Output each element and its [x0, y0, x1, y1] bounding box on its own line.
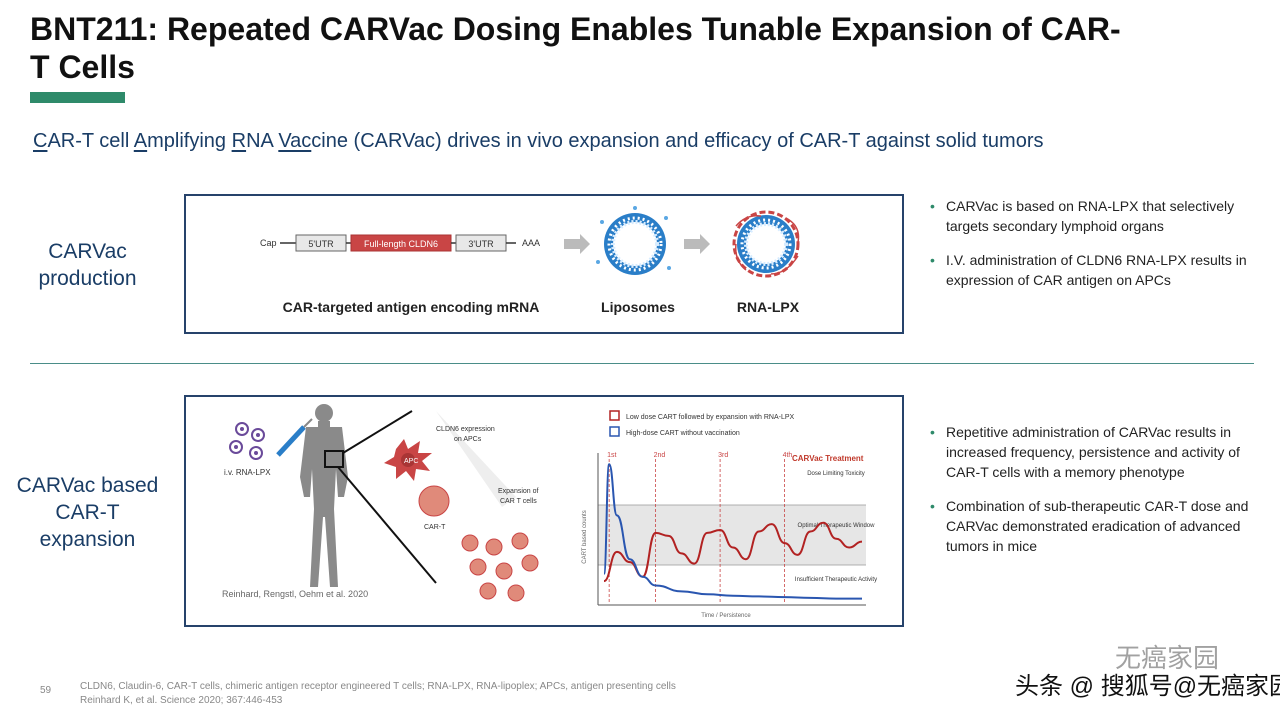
series-line-high-dose [603, 463, 862, 600]
series-line-low-dose [603, 521, 863, 583]
dose-marker-label: 3rd [718, 452, 728, 459]
zoom-line [342, 410, 413, 454]
cldn6-label-1: CLDN6 expression [436, 426, 495, 433]
caption-mrna: CAR-targeted antigen encoding mRNA [283, 299, 540, 315]
subtitle: CAR-T cell Amplifying RNA Vaccine (CARVa… [33, 130, 1043, 153]
mrna-cap-label: Cap [260, 238, 277, 248]
production-panel: Cap 5'UTR Full-length CLDN6 3'UTR AAA [184, 194, 904, 334]
iv-label: i.v. RNA-LPX [224, 468, 271, 477]
zoom-box [324, 450, 344, 468]
syringe-icon [276, 418, 313, 457]
production-diagram: Cap 5'UTR Full-length CLDN6 3'UTR AAA [260, 206, 800, 315]
caption-liposomes: Liposomes [601, 299, 675, 315]
legend-label-low-dose: Low dose CART followed by expansion with… [626, 414, 795, 421]
cart-label: CAR-T [424, 524, 446, 531]
subtitle-segment: NA [246, 130, 279, 152]
subtitle-segment: Vac [278, 130, 312, 152]
watermark: 无癌家园 头条 @ 搜狐号@无癌家园 [1015, 638, 1280, 708]
legend-swatch-low-dose [609, 410, 620, 421]
page-title: BNT211: Repeated CARVac Dosing Enables T… [30, 11, 1121, 85]
expansion-panel: i.v. RNA-LPX Reinhard, Rengstl, Oehm et … [184, 395, 904, 627]
bullet-item: • CARVac is based on RNA-LPX that selecti… [930, 196, 1250, 236]
section-label-expansion: CARVac based CAR-T expansion [16, 474, 159, 551]
bullet-dot-icon: • [930, 498, 935, 514]
expansion-arrow-icon [436, 411, 516, 507]
human-silhouette-icon [300, 404, 348, 587]
apc-label: APC [404, 458, 418, 465]
bullet-item: • I.V. administration of CLDN6 RNA-LPX re… [930, 250, 1250, 290]
watermark-line-2: 头条 @ 搜狐号@无癌家园 [1015, 673, 1280, 700]
citation: Reinhard, Rengstl, Oehm et al. 2020 [222, 589, 368, 599]
rna-lpx-icon [732, 210, 800, 278]
bullets-expansion: • Repetitive administration of CARVac res… [930, 422, 1250, 570]
legend-label-high-dose: High-dose CART without vaccination [626, 430, 740, 437]
page-number: 59 [40, 685, 52, 696]
bullets-production: • CARVac is based on RNA-LPX that selecti… [930, 196, 1250, 304]
rna-lpx-particles-icon [229, 422, 265, 460]
dose-marker-label: 1st [607, 452, 616, 459]
bullet-item: • Repetitive administration of CARVac res… [930, 422, 1250, 482]
expanded-cells-icon [461, 532, 539, 602]
dose-marker-label: 4th [783, 452, 793, 459]
dose-marker-label: 2nd [654, 452, 666, 459]
arrow-icon [564, 234, 590, 254]
bullet-dot-icon: • [930, 252, 935, 268]
cldn6-label-2: on APCs [454, 436, 482, 443]
legend-swatch-high-dose [609, 426, 620, 437]
footnote-line-2: Reinhard K, et al. Science 2020; 367:446… [80, 695, 283, 706]
cart-cell-icon [418, 485, 450, 517]
cldn6-gene-label: Full-length CLDN6 [364, 239, 438, 249]
expansion-label-1: Expansion of [498, 488, 539, 495]
zone-insufficient-label: Insufficient Therapeutic Activity [795, 577, 877, 583]
polya-label: AAA [522, 238, 540, 248]
bullet-text: CARVac is based on RNA-LPX that selectiv… [946, 198, 1235, 234]
bullet-item: • Combination of sub-therapeutic CAR-T do… [930, 496, 1250, 556]
subtitle-segment: AR-T cell [47, 130, 134, 152]
series-lines [603, 463, 863, 600]
watermark-line-1: 无癌家园 [1115, 643, 1220, 673]
zone-toxicity-label: Dose Limiting Toxicity [807, 471, 865, 477]
section-label-production: CARVac production [38, 240, 137, 290]
section-divider [30, 363, 1254, 364]
title-accent-bar [30, 92, 125, 103]
expansion-diagram: i.v. RNA-LPX Reinhard, Rengstl, Oehm et … [222, 404, 877, 619]
liposome-icon [596, 206, 671, 275]
x-axis-label: Time / Persistence [701, 613, 751, 619]
zoom-line [337, 466, 437, 584]
zone-optimal-label: Optimal Therapeutic Window [798, 523, 876, 529]
bullet-text: Combination of sub-therapeutic CAR-T dos… [946, 498, 1249, 554]
subtitle-segment: R [231, 130, 247, 152]
therapeutic-window-band [598, 505, 866, 565]
arrow-icon [684, 234, 710, 254]
subtitle-segment: cine (CARVac) drives in vivo expansion a… [311, 130, 1044, 152]
apc-icon [384, 439, 432, 481]
footnote: CLDN6, Claudin-6, CAR-T cells, chimeric … [80, 680, 676, 708]
utr3-label: 3'UTR [468, 239, 494, 249]
bullet-text: Repetitive administration of CARVac resu… [946, 424, 1240, 480]
cart-expansion-chart: Low dose CART followed by expansion with… [582, 410, 877, 619]
bullet-text: I.V. administration of CLDN6 RNA-LPX res… [946, 252, 1247, 288]
subtitle-segment: A [133, 130, 148, 152]
caption-rna-lpx: RNA-LPX [737, 299, 800, 315]
subtitle-segment: C [33, 130, 48, 152]
subtitle-segment: mplifying [147, 130, 232, 152]
chart-title: CARVac Treatment [792, 454, 864, 463]
y-axis-label: CART based counts [582, 510, 588, 563]
expansion-label-2: CAR T cells [500, 498, 537, 505]
footnote-line-1: CLDN6, Claudin-6, CAR-T cells, chimeric … [80, 681, 676, 692]
utr5-label: 5'UTR [308, 239, 334, 249]
bullet-dot-icon: • [930, 198, 935, 214]
bullet-dot-icon: • [930, 424, 935, 440]
